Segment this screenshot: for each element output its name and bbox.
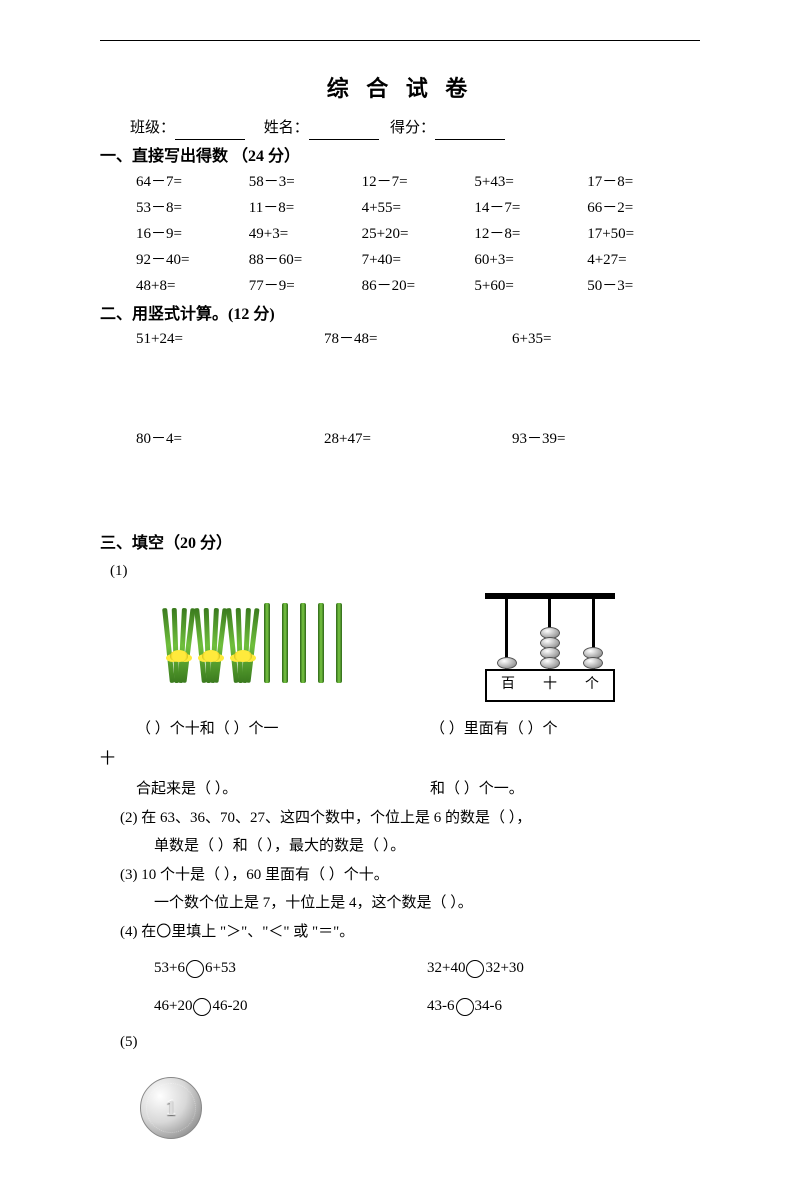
q2-line2: 单数是（ ）和（ ），最大的数是（ ）。	[100, 832, 700, 861]
section1-grid: 64－7=58－3=12－7=5+43=17－8= 53－8=11－8=4+55=…	[100, 170, 700, 298]
calc-item: 51+24=	[136, 327, 324, 351]
calc-item: 14－7=	[474, 196, 587, 220]
calc-item: 50－3=	[587, 274, 700, 298]
calc-item: 53－8=	[136, 196, 249, 220]
q5-num: (5)	[100, 1028, 700, 1057]
calc-item: 92－40=	[136, 248, 249, 272]
calc-item: 5+43=	[474, 170, 587, 194]
class-blank[interactable]	[175, 125, 245, 140]
calc-item: 5+60=	[474, 274, 587, 298]
calc-item: 11－8=	[249, 196, 362, 220]
cmp2: 32+4032+30	[427, 956, 700, 980]
name-label: 姓名：	[264, 120, 309, 136]
section1-head: 一、直接写出得数 （24 分）	[100, 144, 700, 170]
calc-item: 78－48=	[324, 327, 512, 351]
calc-item: 86－20=	[362, 274, 475, 298]
q1-text: （ ）个十和（ ）个一 （ ）里面有（ ）个 十 合起来是（ ）。 和（ ）个一…	[100, 714, 700, 804]
class-label: 班级：	[130, 120, 175, 136]
calc-item: 88－60=	[249, 248, 362, 272]
section2-row1: 51+24=78－48=6+35=	[100, 327, 700, 351]
cmp3: 46+2046-20	[154, 994, 427, 1018]
calc-item: 80－4=	[136, 427, 324, 451]
calc-item: 4+27=	[587, 248, 700, 272]
calc-item: 12－8=	[474, 222, 587, 246]
circle-blank[interactable]	[456, 998, 474, 1016]
calc-item: 49+3=	[249, 222, 362, 246]
circle-blank[interactable]	[186, 960, 204, 978]
calc-item: 17－8=	[587, 170, 700, 194]
score-blank[interactable]	[435, 125, 505, 140]
calc-item: 64－7=	[136, 170, 249, 194]
q1-num: (1)	[100, 557, 700, 586]
calc-item: 93－39=	[512, 427, 700, 451]
calc-item: 28+47=	[324, 427, 512, 451]
cmp4: 43-634-6	[427, 994, 700, 1018]
calc-item: 6+35=	[512, 327, 700, 351]
q4-head: (4) 在〇里填上 "＞"、"＜" 或 "＝"。	[100, 918, 700, 947]
calc-item: 77－9=	[249, 274, 362, 298]
calc-item: 7+40=	[362, 248, 475, 272]
circle-blank[interactable]	[193, 998, 211, 1016]
top-divider	[100, 40, 700, 41]
compare-grid: 53+66+53 32+4032+30 46+2046-20 43-634-6	[100, 956, 700, 1018]
calc-item: 66－2=	[587, 196, 700, 220]
circle-blank[interactable]	[466, 960, 484, 978]
calc-item: 60+3=	[474, 248, 587, 272]
page-title: 综 合 试 卷	[100, 71, 700, 106]
calc-item: 17+50=	[587, 222, 700, 246]
calc-item: 16－9=	[136, 222, 249, 246]
counting-sticks	[110, 593, 400, 683]
q2-line1: (2) 在 63、36、70、27、这四个数中，个位上是 6 的数是（ ），	[100, 804, 700, 833]
student-meta: 班级： 姓名： 得分：	[100, 116, 700, 140]
name-blank[interactable]	[309, 125, 379, 140]
calc-item: 25+20=	[362, 222, 475, 246]
calc-item: 48+8=	[136, 274, 249, 298]
calc-item: 4+55=	[362, 196, 475, 220]
coin-1yuan-icon: 1	[140, 1077, 202, 1139]
score-label: 得分：	[390, 120, 435, 136]
calc-item: 58－3=	[249, 170, 362, 194]
calc-item: 12－7=	[362, 170, 475, 194]
cmp1: 53+66+53	[154, 956, 427, 980]
q3-line1: (3) 10 个十是（ ），60 里面有（ ）个十。	[100, 861, 700, 890]
section3-head: 三、填空（20 分）	[100, 531, 700, 557]
abacus: 百十个	[485, 593, 615, 701]
q3-line2: 一个数个位上是 7，十位上是 4，这个数是（ ）。	[100, 889, 700, 918]
section2-row2: 80－4=28+47=93－39=	[100, 427, 700, 451]
coin-row: 1	[100, 1077, 700, 1139]
section2-head: 二、用竖式计算。(12 分)	[100, 302, 700, 328]
q1-figures: 百十个	[100, 593, 700, 701]
